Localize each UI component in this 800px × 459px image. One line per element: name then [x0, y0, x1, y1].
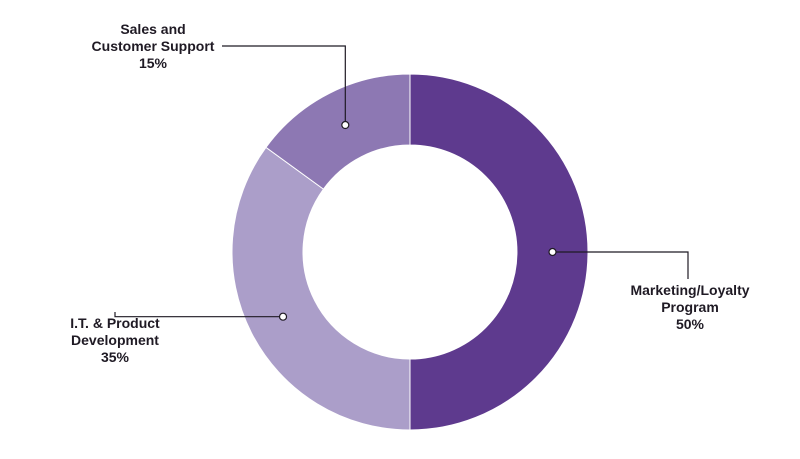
slice-value-label: 50%	[675, 316, 705, 332]
slice-label-sales-customer-support: Sales and Customer Support 15%	[78, 21, 228, 72]
donut-slice-marketing-loyalty-program	[409, 73, 589, 431]
slice-value-label: 35%	[100, 349, 130, 365]
slice-label-line: Sales and	[120, 21, 186, 37]
leader-line-it	[114, 312, 284, 318]
slice-label-line: I.T. & Product	[70, 315, 160, 331]
leader-line-marketing	[552, 251, 689, 279]
slice-label-it-product-development: I.T. & Product Development 35%	[40, 315, 190, 366]
slice-value-label: 15%	[138, 55, 168, 71]
slice-label-line: Marketing/Loyalty	[630, 282, 750, 298]
slice-label-marketing-loyalty-program: Marketing/Loyalty Program 50%	[610, 282, 770, 333]
donut-slice-sales-and-customer-support	[265, 73, 411, 190]
leader-line-sales	[222, 45, 346, 126]
donut-slice-i-t-product-development	[231, 146, 411, 431]
slice-label-line: Customer Support	[91, 38, 215, 54]
leader-dot-it	[278, 312, 288, 321]
slice-label-line: Development	[71, 332, 159, 348]
leader-dot-marketing	[548, 247, 557, 257]
slice-label-line: Program	[661, 299, 719, 315]
leader-dot-sales	[341, 120, 350, 130]
